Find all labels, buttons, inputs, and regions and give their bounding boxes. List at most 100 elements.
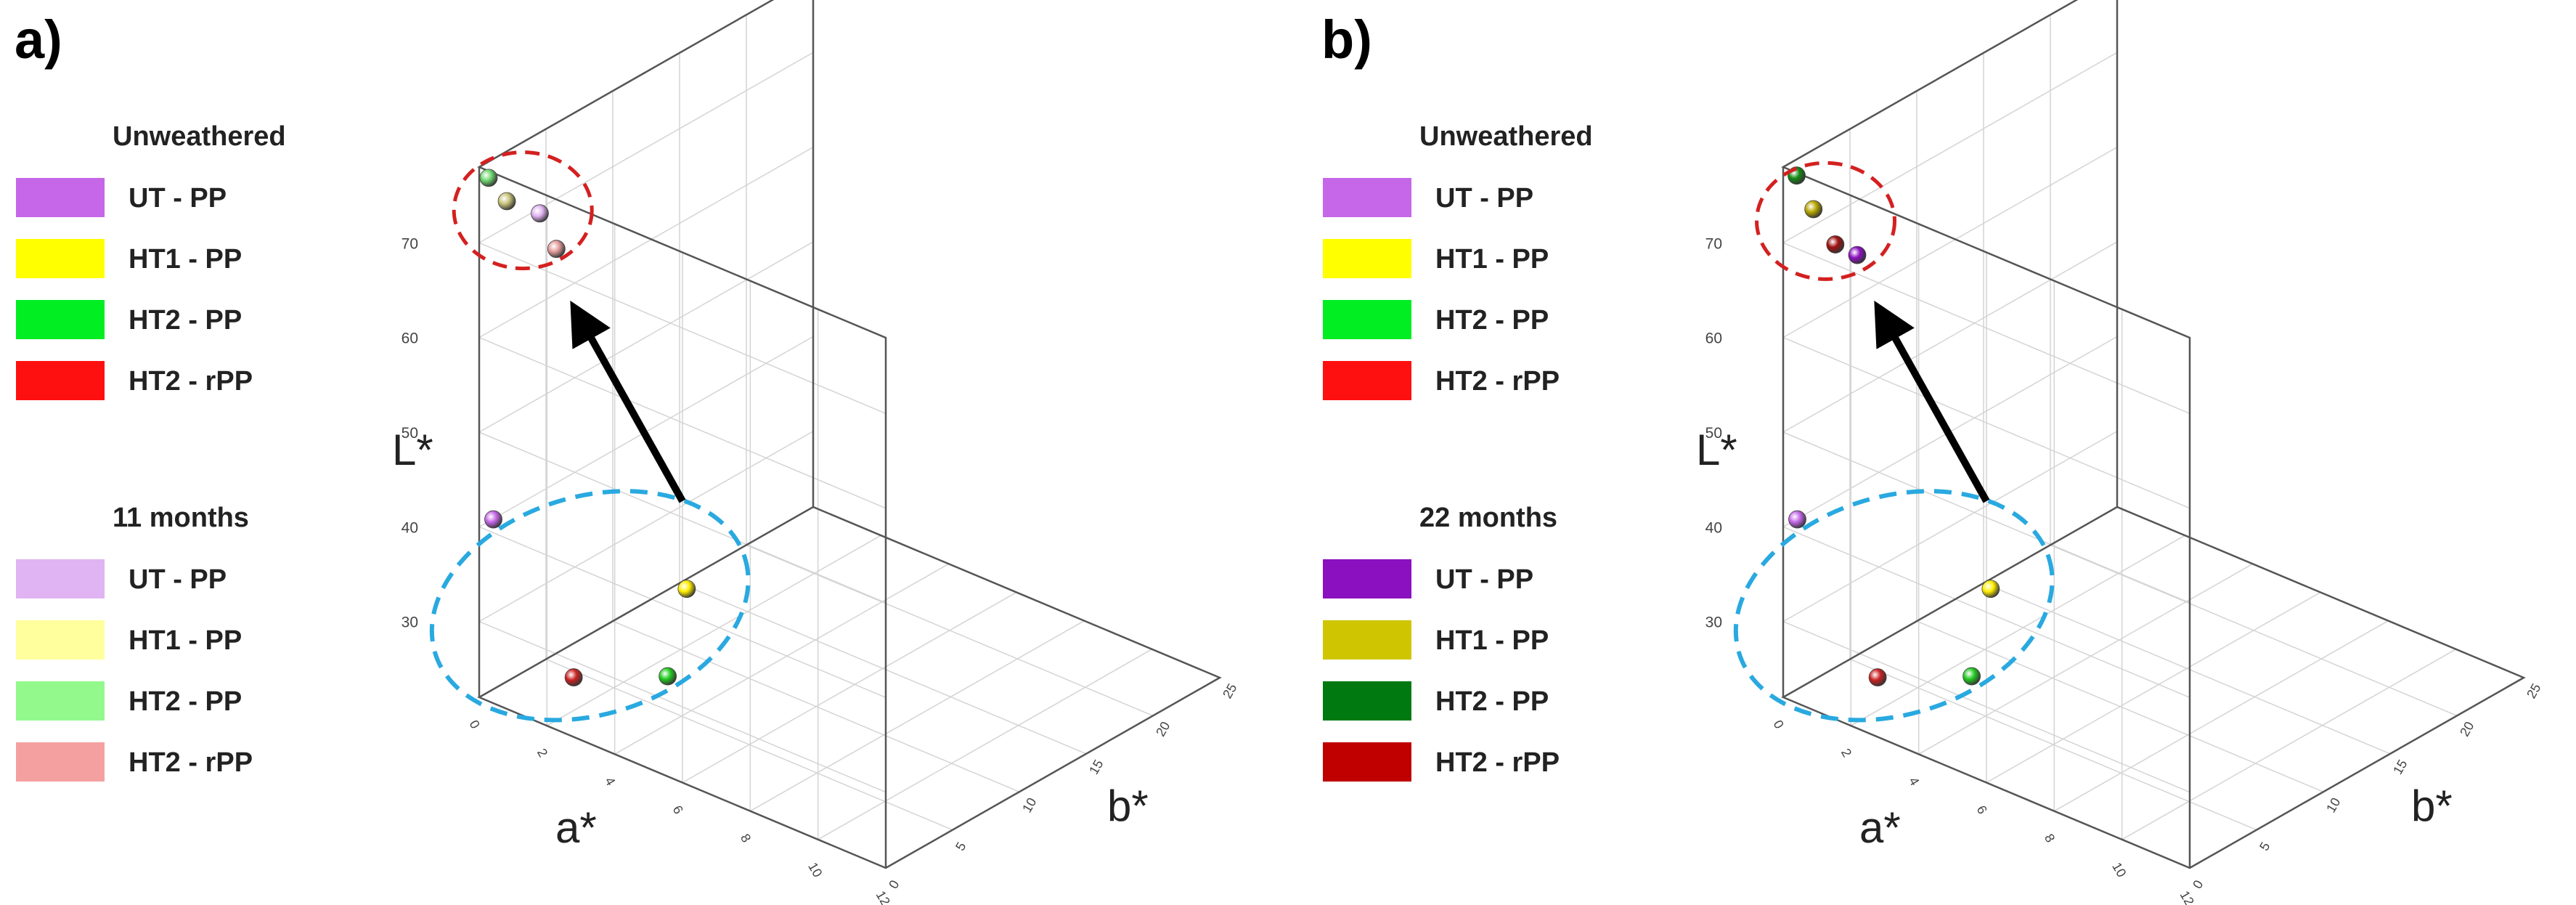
- legend-label: UT - PP: [1435, 564, 1533, 595]
- legend-label: UT - PP: [129, 564, 227, 595]
- tick-label-L: 40: [1705, 519, 1722, 536]
- legend-swatch: [16, 300, 105, 339]
- tick-label-b: 10: [1019, 795, 1039, 815]
- grid-line: [546, 535, 881, 726]
- data-point-unweathered: [1868, 668, 1887, 686]
- axis-title-b: b*: [2411, 782, 2453, 830]
- legend-label: HT1 - PP: [1435, 625, 1549, 656]
- tick-label-L: 60: [1705, 330, 1722, 347]
- trend-arrow: [570, 300, 686, 503]
- tick-label-b: 25: [1220, 681, 1239, 701]
- panel-label: b): [1321, 9, 1372, 70]
- tick-label-L: 60: [402, 330, 418, 347]
- data-point-11-months: [497, 192, 516, 211]
- data-point-unweathered: [1788, 510, 1806, 529]
- tick-label-a: 6: [670, 803, 686, 817]
- tick-label-a: 6: [1974, 803, 1990, 817]
- legend-label: UT - PP: [1435, 183, 1533, 214]
- grid-line: [478, 52, 814, 243]
- legend-swatch: [16, 742, 105, 782]
- data-point-unweathered: [677, 580, 696, 598]
- legend-label: HT2 - rPP: [1435, 747, 1560, 778]
- legend-swatch: [1323, 559, 1411, 598]
- grid-line: [2121, 649, 2457, 840]
- tick-label-a: 8: [738, 832, 754, 845]
- grid-line: [478, 241, 814, 433]
- data-point-22-months: [1826, 235, 1845, 253]
- legend-swatch: [1323, 361, 1411, 400]
- legend-swatch: [1323, 300, 1411, 339]
- legend-label: HT1 - PP: [129, 625, 242, 656]
- tick-label-a: 4: [602, 774, 618, 788]
- data-point-unweathered: [564, 668, 583, 686]
- legend-swatch: [16, 178, 105, 217]
- legend-label: HT2 - PP: [129, 686, 242, 717]
- legend-swatch: [16, 620, 105, 660]
- tick-label-a: 2: [1838, 746, 1854, 760]
- tick-label-b: 5: [953, 840, 969, 853]
- tick-label-a: 2: [534, 746, 550, 760]
- tick-label-L: 50: [1705, 425, 1722, 442]
- tick-label-L: 30: [402, 614, 418, 631]
- tick-label-b: 5: [2257, 840, 2273, 853]
- axis-title-L: L*: [392, 426, 433, 474]
- tick-label-a: 0: [1771, 718, 1787, 731]
- tick-label-L: 70: [402, 235, 418, 252]
- data-point-11-months: [479, 169, 498, 187]
- legend-group-title: 22 months: [1419, 503, 1557, 533]
- legend-label: HT2 - rPP: [129, 747, 253, 778]
- axis-title-a: a*: [1859, 803, 1901, 852]
- tick-label-a: 0: [467, 718, 483, 731]
- floor-frame: [1781, 506, 2526, 869]
- tick-label-a: 10: [805, 860, 825, 880]
- tick-label-L: 30: [1705, 614, 1722, 631]
- legend-group-title: 11 months: [113, 503, 249, 533]
- tick-label-a: 12: [2177, 888, 2197, 905]
- legend-label: HT2 - PP: [129, 305, 242, 336]
- data-point-11-months: [531, 204, 549, 223]
- tick-label-b: 0: [2190, 877, 2206, 891]
- legend-swatch: [16, 361, 105, 400]
- grid-line: [1782, 146, 2118, 338]
- tick-label-b: 10: [2323, 795, 2343, 815]
- grid-line: [682, 591, 1017, 784]
- tick-label-L: 40: [402, 519, 418, 536]
- legend-label: HT2 - PP: [1435, 305, 1549, 336]
- tick-label-b: 15: [2390, 757, 2410, 776]
- trend-arrow: [1874, 300, 1990, 503]
- grid-line: [2053, 620, 2389, 812]
- grid-line: [749, 620, 1085, 812]
- data-point-unweathered: [484, 510, 502, 529]
- axis-title-b: b*: [1107, 782, 1149, 830]
- data-point-unweathered: [659, 667, 677, 686]
- data-point-22-months: [1804, 200, 1823, 219]
- grid-line: [1986, 591, 2321, 784]
- tick-label-a: 4: [1906, 774, 1922, 788]
- legend-label: HT1 - PP: [1435, 244, 1549, 275]
- data-point-11-months: [547, 240, 566, 259]
- grid-line: [478, 431, 814, 622]
- legend-swatch: [16, 681, 105, 721]
- legend-label: HT2 - rPP: [129, 366, 253, 397]
- grid-line: [478, 146, 814, 338]
- tick-label-b: 25: [2524, 681, 2543, 701]
- legend: Unweathered UT - PP HT1 - PP HT2 - PP HT2 - …: [16, 121, 286, 782]
- floor-frame: [477, 506, 1222, 869]
- legend-label: HT1 - PP: [129, 244, 242, 275]
- data-points: [479, 169, 696, 686]
- legend-group-title: Unweathered: [113, 121, 286, 152]
- legend-label: UT - PP: [129, 183, 227, 214]
- gridlines: [478, 0, 1220, 869]
- legend-swatch: [1323, 620, 1411, 660]
- axis-title-L: L*: [1696, 426, 1737, 474]
- panel-label: a): [15, 9, 62, 70]
- tick-label-b: 15: [1086, 757, 1106, 776]
- legend-swatch: [1323, 178, 1411, 217]
- legend-swatch: [1323, 742, 1411, 782]
- grid-line: [818, 649, 1153, 840]
- legend-swatch: [1323, 681, 1411, 721]
- tick-label-b: 20: [2457, 719, 2477, 739]
